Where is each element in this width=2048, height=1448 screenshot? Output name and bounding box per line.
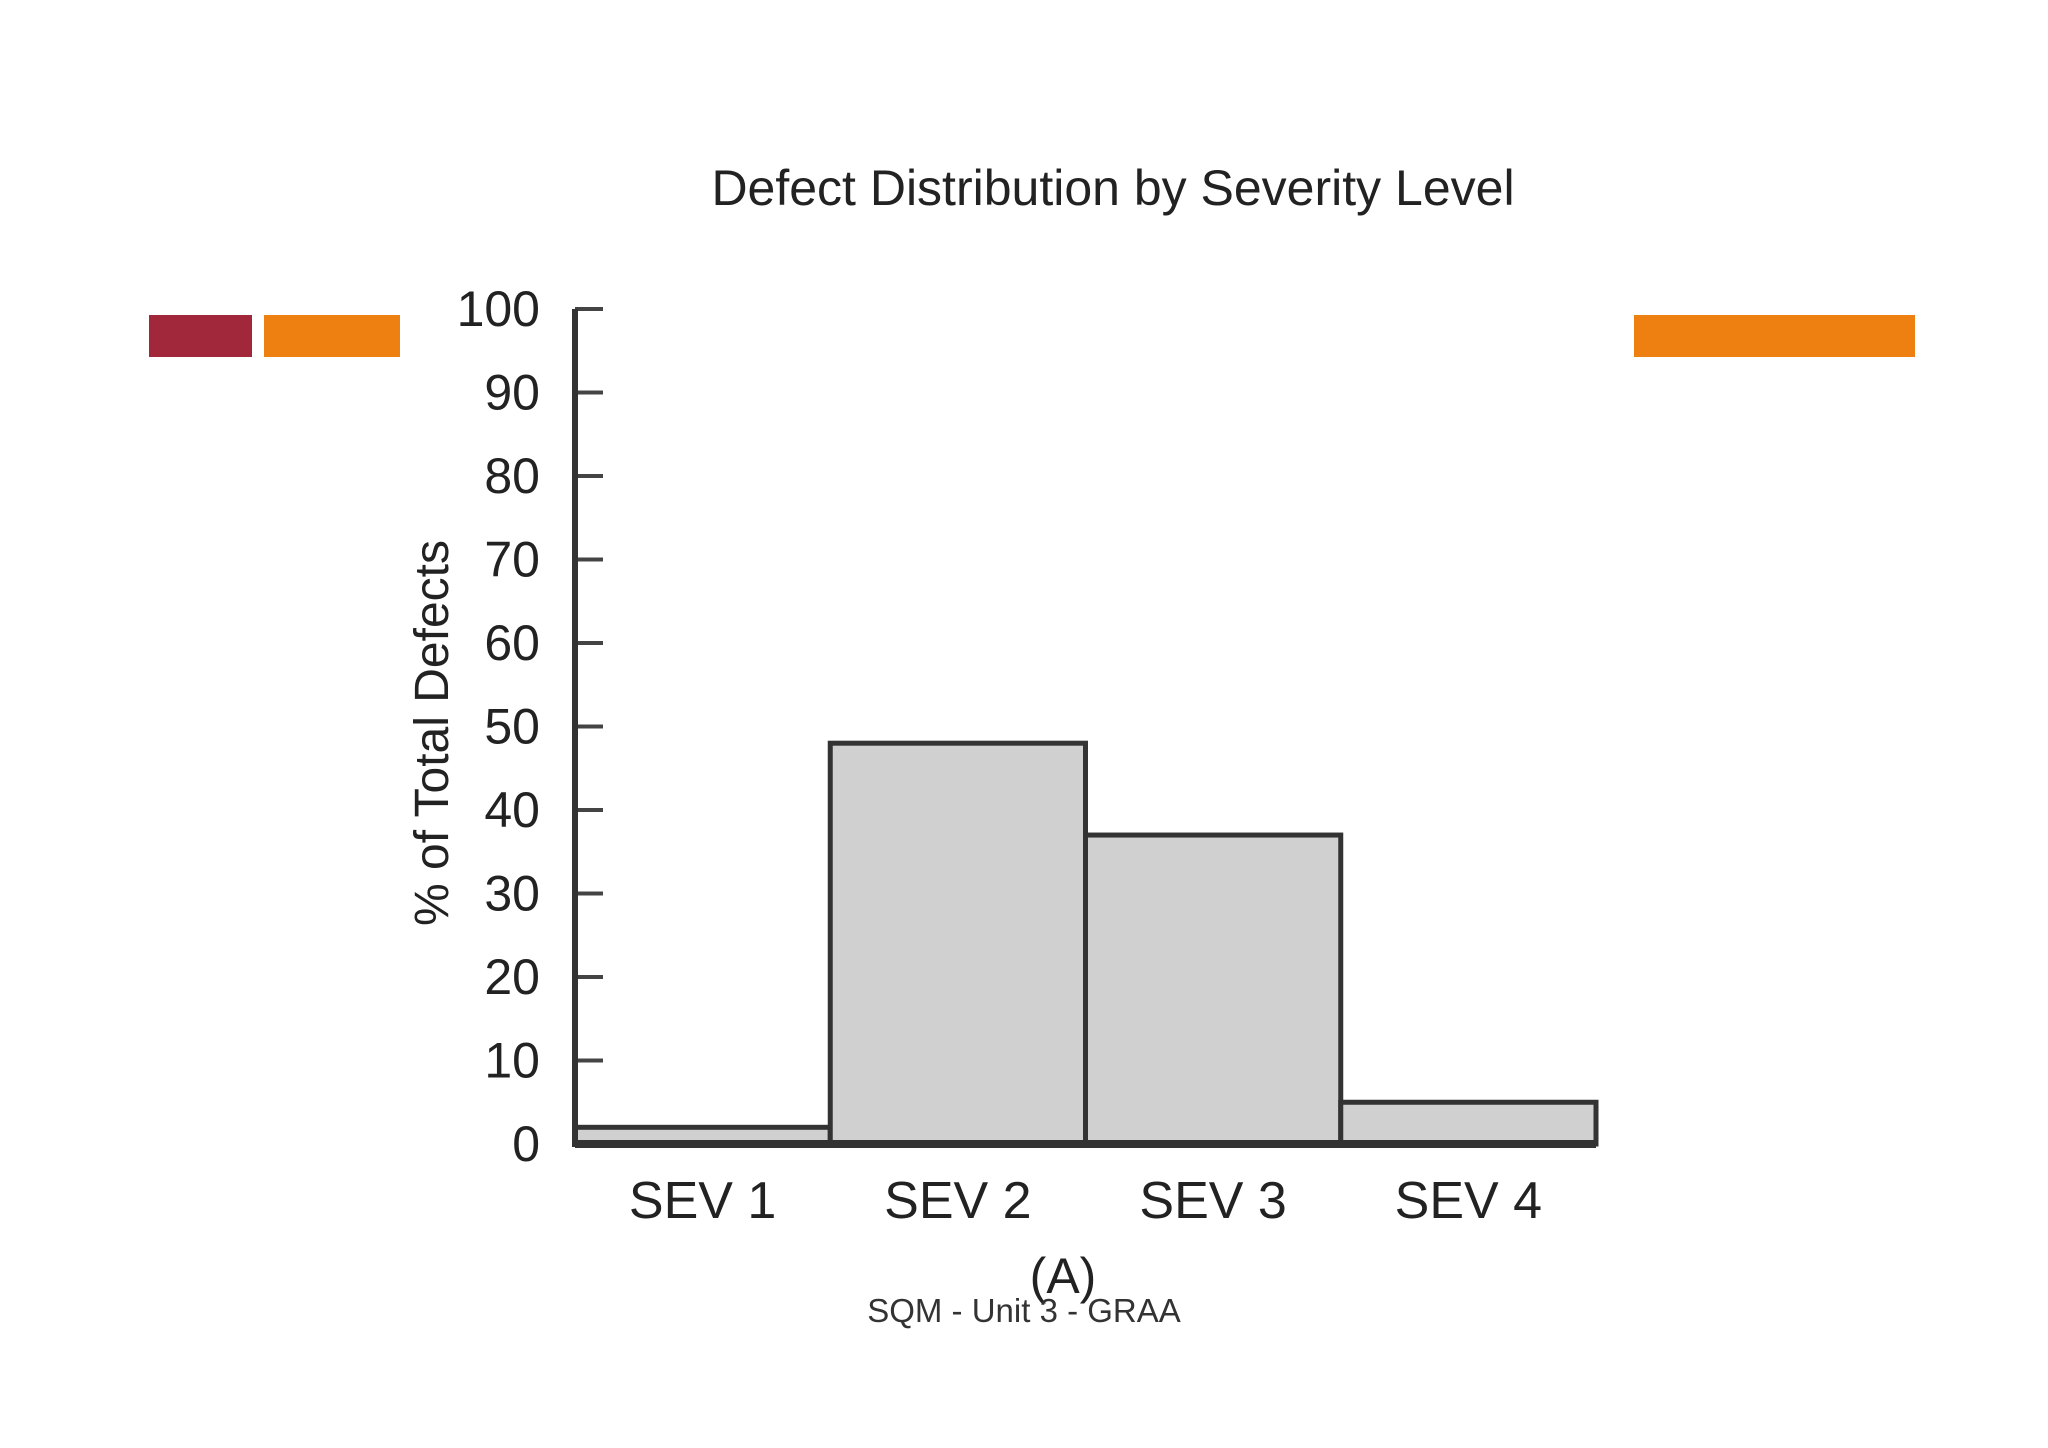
y-tick-label-20: 20 (484, 949, 540, 1005)
x-tick-label-sev-4: SEV 4 (1395, 1172, 1542, 1230)
decorative-red-bar (149, 315, 252, 357)
bar-sev-3 (1083, 832, 1344, 1147)
x-axis-tick-labels: SEV 1 SEV 2 SEV 3 SEV 4 (629, 1172, 1542, 1230)
axes (572, 309, 1596, 1148)
y-axis-label: % of Total Defects (406, 540, 459, 926)
bars (572, 740, 1599, 1147)
x-tick-label-sev-2: SEV 2 (884, 1172, 1031, 1230)
y-tick-label-30: 30 (484, 866, 540, 922)
y-tick-label-70: 70 (484, 532, 540, 588)
chart-title: Defect Distribution by Severity Level (711, 160, 1514, 216)
decorative-orange-bar-right (1634, 315, 1915, 357)
bar-sev-4 (1338, 1099, 1599, 1147)
bar-sev-2 (827, 740, 1088, 1147)
y-tick-label-50: 50 (484, 699, 540, 755)
decorative-orange-bar-left (264, 315, 400, 357)
y-tick-label-100: 100 (457, 281, 540, 337)
y-axis-ticks: 0 10 20 30 40 50 60 70 80 90 100 (457, 281, 603, 1172)
y-tick-label-90: 90 (484, 365, 540, 421)
chart-caption: (A) (1030, 1248, 1097, 1304)
y-tick-label-60: 60 (484, 615, 540, 671)
x-tick-label-sev-3: SEV 3 (1139, 1172, 1286, 1230)
y-tick-label-0: 0 (512, 1116, 540, 1172)
y-tick-label-80: 80 (484, 448, 540, 504)
y-tick-label-10: 10 (484, 1033, 540, 1089)
x-tick-label-sev-1: SEV 1 (629, 1172, 776, 1230)
y-tick-label-40: 40 (484, 782, 540, 838)
slide-footer: SQM - Unit 3 - GRAA (867, 1292, 1181, 1329)
